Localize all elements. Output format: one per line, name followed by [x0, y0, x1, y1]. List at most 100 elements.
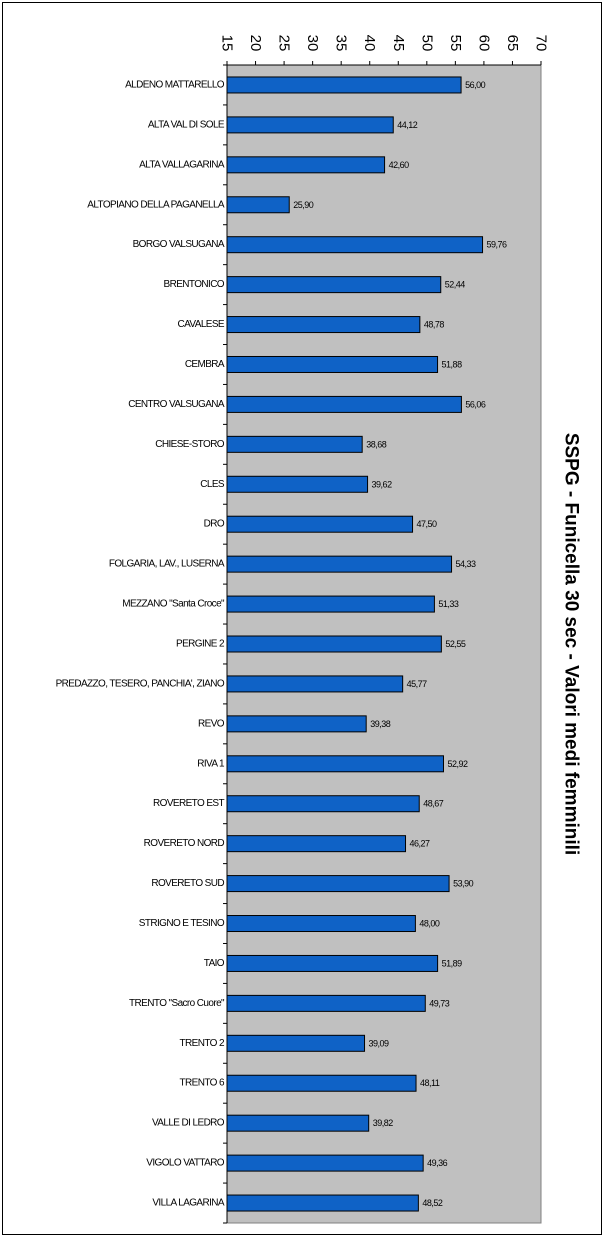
value-label: 49,36: [427, 1158, 448, 1168]
x-tick-label: 55: [447, 35, 464, 52]
value-label: 39,82: [373, 1118, 394, 1128]
x-tick-label: 65: [504, 35, 521, 52]
bar: [226, 76, 462, 94]
category-label: PREDAZZO, TESERO, PANCHIA', ZIANO: [56, 678, 225, 689]
value-label: 56,06: [465, 399, 486, 409]
value-label: 25,90: [293, 200, 314, 210]
value-label: 38,68: [366, 439, 387, 449]
category-label: ALDENO MATTARELLO: [125, 79, 225, 90]
bar: [226, 515, 414, 533]
bar: [226, 475, 369, 493]
bar: [226, 994, 426, 1012]
value-label: 51,88: [442, 359, 463, 369]
category-label: CAVALESE: [177, 319, 224, 330]
value-label: 54,33: [456, 559, 477, 569]
category-label: ALTA VALLAGARINA: [139, 159, 225, 170]
bar: [226, 1074, 417, 1092]
value-label: 48,00: [419, 919, 440, 929]
category-label: ALTA VAL DI SOLE: [148, 119, 225, 130]
value-label: 44,12: [397, 120, 418, 130]
value-label: 39,38: [370, 719, 391, 729]
bar: [226, 715, 367, 733]
x-tick-label: 40: [361, 35, 378, 52]
bar: [226, 875, 450, 893]
value-label: 52,55: [445, 639, 466, 649]
value-label: 53,90: [453, 879, 474, 889]
chart-title: SSPG - Funicella 30 sec - Valori medi fe…: [561, 433, 582, 855]
category-label: TRENTO 6: [180, 1078, 226, 1089]
bar: [226, 954, 439, 972]
value-label: 51,89: [442, 958, 463, 968]
category-label: TRENTO "Sacro Cuore": [129, 998, 225, 1009]
x-tick-label: 45: [390, 35, 407, 52]
bars: [226, 76, 484, 1212]
bar: [226, 355, 439, 373]
bar: [226, 1034, 366, 1052]
x-tick-label: 60: [475, 35, 492, 52]
category-label: STRIGNO E TESINO: [139, 918, 225, 929]
bar: [226, 316, 421, 334]
value-label: 46,27: [410, 839, 431, 849]
value-label: 59,76: [487, 240, 508, 250]
x-tick-label: 50: [418, 35, 435, 52]
value-label: 39,62: [372, 479, 393, 489]
bar: [226, 635, 442, 653]
category-label: ROVERETO NORD: [144, 838, 225, 849]
x-tick-label: 35: [333, 35, 350, 52]
category-label: BRENTONICO: [164, 279, 225, 290]
bar: [226, 395, 462, 413]
value-label: 56,00: [465, 80, 486, 90]
x-tick-label: 25: [276, 35, 293, 52]
x-tick-label: 70: [533, 35, 550, 52]
category-label: CENTRO VALSUGANA: [128, 399, 225, 410]
category-label: ALTOPIANO DELLA PAGANELLA: [87, 199, 225, 210]
bar: [226, 236, 484, 254]
category-label: REVO: [198, 718, 225, 729]
tick-labels: 15 20 25 30 35 40 45 50 55 60 65 70: [219, 35, 550, 52]
bar: [226, 1154, 424, 1172]
category-label: TAIO: [204, 958, 225, 969]
category-label: VIGOLO VATTARO: [146, 1158, 225, 1169]
category-label: PERGINE 2: [176, 639, 225, 650]
category-label: RIVA 1: [197, 758, 225, 769]
category-label: MEZZANO "Santa Croce": [122, 599, 225, 610]
bar: [226, 795, 420, 813]
category-label: VILLA LAGARINA: [152, 1198, 225, 1209]
value-label: 51,33: [438, 599, 459, 609]
bar: [226, 116, 394, 134]
category-label: ROVERETO SUD: [151, 878, 224, 889]
bar: [226, 196, 290, 214]
bar: [226, 276, 442, 294]
category-label: CLES: [200, 479, 225, 490]
category-label: CEMBRA: [185, 359, 225, 370]
value-label: 48,52: [422, 1198, 443, 1208]
x-tick-label: 30: [304, 35, 321, 52]
category-label: BORGO VALSUGANA: [133, 239, 225, 250]
x-tick-label: 20: [247, 35, 264, 52]
category-label: CHIESE-STORO: [155, 439, 225, 450]
bar: [226, 435, 363, 453]
category-label: TRENTO 2: [180, 1038, 226, 1049]
bar: [226, 156, 386, 174]
bar: [226, 1114, 370, 1132]
category-label: FOLGARIA, LAV., LUSERNA: [109, 559, 225, 570]
value-label: 47,50: [417, 519, 438, 529]
category-labels: ALDENO MATTARELLO ALTA VAL DI SOLE ALTA VA…: [56, 79, 226, 1209]
category-label: ROVERETO EST: [153, 798, 224, 809]
bar: [226, 555, 453, 573]
value-label: 42,60: [389, 160, 410, 170]
bar: [226, 915, 416, 933]
category-label: VALLE DI LEDRO: [152, 1118, 225, 1129]
value-label: 49,73: [429, 998, 450, 1008]
value-label: 52,44: [445, 280, 466, 290]
value-label: 52,92: [447, 759, 468, 769]
x-tick-label: 15: [219, 35, 236, 52]
bar: [226, 675, 404, 693]
value-label: 48,78: [424, 320, 445, 330]
bar: [226, 835, 407, 853]
value-labels: 56,00 44,12 42,60 25,90 59,76 52,44 48,78 51,88…: [293, 80, 507, 1208]
bar: [226, 755, 444, 773]
category-label: DRO: [204, 519, 225, 530]
